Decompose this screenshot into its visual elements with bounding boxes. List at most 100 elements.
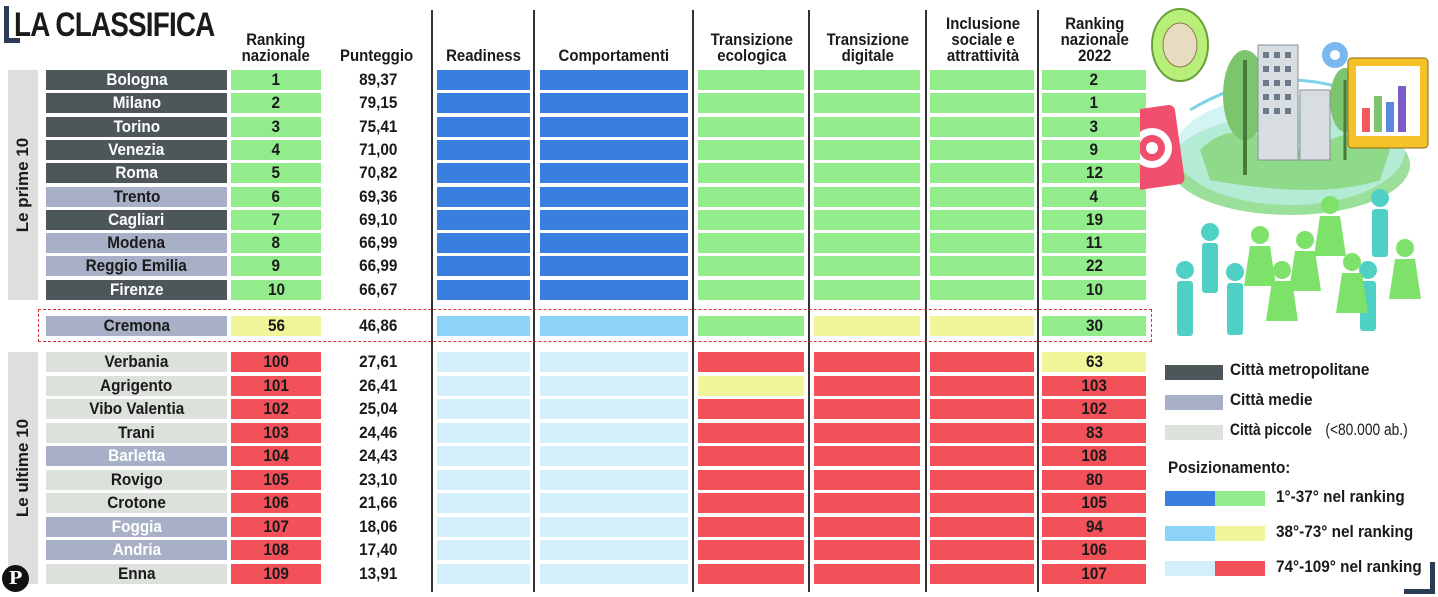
city-name-text: Verbania [104,352,169,371]
rank-2022-cell-text: 3 [1089,116,1099,136]
rank-2022-cell: 10 [1042,279,1146,300]
readiness-bar [437,540,530,560]
readiness-bar [437,70,530,90]
rank-2022-cell: 63 [1042,352,1146,372]
rank-2022-cell-text: 4 [1089,186,1099,206]
comportamenti-bar [540,399,688,419]
city-name: Verbania [46,352,227,372]
rank-cell: 104 [231,446,321,466]
target-icon [1140,104,1185,192]
score-cell-text: 66,99 [358,256,398,276]
rank-2022-cell: 12 [1042,163,1146,184]
rank-cell-text: 107 [263,516,289,536]
ecologica-bar [698,209,804,230]
readiness-bar [437,469,530,490]
header-digitale: Transizione digitale [826,30,910,65]
city-name-text: Trani [118,422,155,442]
city-name-text: Torino [113,116,160,136]
rank-2022-cell: 1 [1042,93,1146,114]
score-cell-text: 23,10 [358,469,398,489]
score-cell: 27,61 [330,352,426,372]
ecologica-bar [698,563,804,584]
inclusione-bar [930,399,1034,419]
comportamenti-bar [540,139,688,160]
side-label-ultime: Le ultime 10 [8,352,38,584]
city-name: Cremona [46,316,227,336]
digitale-bar [814,516,920,537]
readiness-bar [437,256,530,277]
people-green-icon [1244,196,1421,321]
rank-2022-cell-text: 108 [1081,446,1107,465]
header-punteggio: Punteggio [340,46,414,65]
rank-cell: 106 [231,493,321,513]
score-cell: 46,86 [330,316,426,336]
inclusione-bar [930,352,1034,372]
city-name: Andria [46,540,227,560]
page-title: LA CLASSIFICA [14,6,215,44]
readiness-bar [437,563,530,584]
score-cell-text: 69,10 [358,209,398,229]
rank-cell: 4 [231,139,321,160]
comportamenti-bar [540,233,688,254]
rank-cell: 107 [231,516,321,537]
column-divider [533,10,535,592]
readiness-bar [437,516,530,537]
comportamenti-bar [540,163,688,184]
digitale-bar [814,93,920,114]
comportamenti-bar [540,256,688,277]
legend-swatch-blue-top [1165,491,1215,506]
digitale-bar [814,233,920,254]
comportamenti-bar [540,186,688,207]
rank-cell: 109 [231,563,321,584]
inclusione-bar [930,516,1034,537]
score-cell: 13,91 [330,564,426,584]
inclusione-bar [930,316,1034,336]
digitale-bar [814,139,920,160]
column-divider [692,10,694,592]
rank-cell-text: 3 [271,116,281,136]
city-name-text: Cremona [103,316,170,335]
ecologica-bar [698,446,804,466]
city-name-text: Crotone [107,493,166,512]
city-name-text: Agrigento [100,375,173,395]
score-cell: 24,43 [330,446,426,466]
rank-2022-cell-text: 80 [1085,469,1103,489]
legend-swatch-blue-low [1165,561,1215,576]
readiness-bar [437,93,530,114]
rank-cell: 101 [231,375,321,396]
comportamenti-bar [540,540,688,560]
rank-2022-cell: 83 [1042,422,1146,443]
ecologica-bar [698,493,804,513]
readiness-bar [437,233,530,254]
rank-2022-cell: 3 [1042,116,1146,137]
inclusione-bar [930,279,1034,300]
inclusione-bar [930,446,1034,466]
city-name: Firenze [46,279,227,300]
side-label-prime: Le prime 10 [8,70,38,300]
publisher-logo: P [2,565,29,592]
score-cell-text: 46,86 [358,316,398,335]
city-name-text: Enna [117,563,156,583]
city-name-text: Vibo Valentia [89,399,184,418]
score-cell: 66,99 [330,256,426,276]
legend-swatch-piccola [1165,425,1223,440]
score-cell-text: 66,99 [358,233,398,253]
city-name-text: Cagliari [108,209,165,229]
corner-accent [1430,562,1435,594]
city-illustration [1140,8,1429,336]
highlight-box-cremona [38,309,1152,342]
digitale-bar [814,563,920,584]
score-cell: 17,40 [330,540,426,560]
city-name-text: Foggia [111,516,162,536]
digitale-bar [814,186,920,207]
comportamenti-bar [540,446,688,466]
ecologica-bar [698,375,804,396]
rank-2022-cell-text: 63 [1085,352,1103,371]
score-cell-text: 24,43 [358,446,398,465]
bar-chart-icon [1347,57,1429,149]
city-name-text: Roma [115,163,158,183]
score-cell-text: 79,15 [358,93,398,113]
rank-2022-cell-text: 106 [1081,540,1107,559]
rank-cell: 8 [231,233,321,254]
rank-2022-cell: 94 [1042,516,1146,537]
